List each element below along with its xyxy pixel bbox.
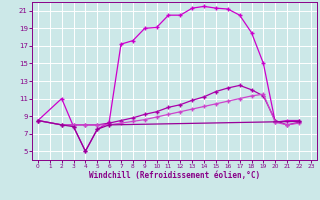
X-axis label: Windchill (Refroidissement éolien,°C): Windchill (Refroidissement éolien,°C) [89,171,260,180]
